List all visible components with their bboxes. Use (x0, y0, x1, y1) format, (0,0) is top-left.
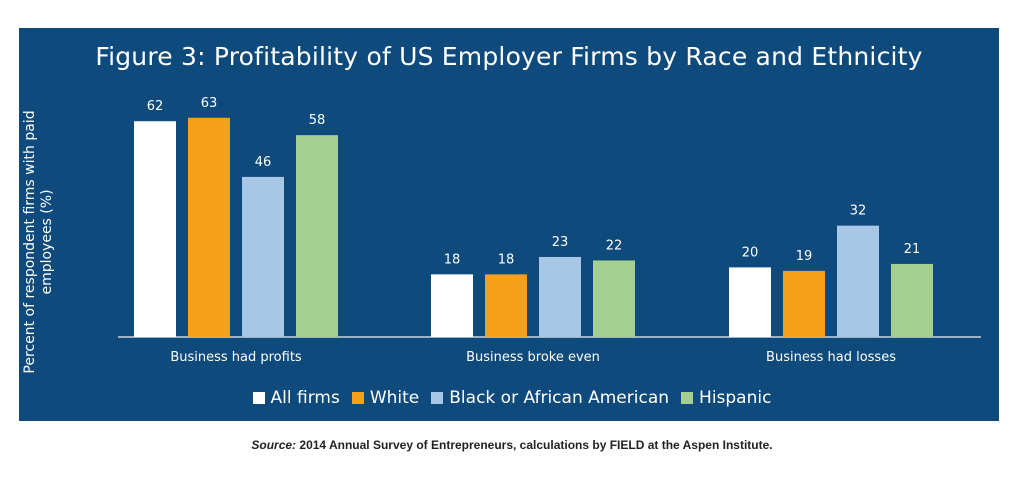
data-label-1-3: 22 (606, 238, 623, 253)
data-label-2-3: 21 (904, 242, 921, 257)
legend-item-3: Hispanic (681, 388, 771, 408)
bar-1-2 (539, 256, 581, 337)
data-label-0-3: 58 (309, 113, 326, 128)
chart-title: Figure 3: Profitability of US Employer F… (95, 42, 923, 71)
legend-swatch-0 (252, 392, 265, 404)
source-note: Source: 2014 Annual Survey of Entreprene… (0, 438, 1024, 452)
data-label-0-0: 62 (147, 99, 164, 114)
legend-item-2: Black or African American (431, 388, 669, 408)
category-label-1: Business broke even (466, 350, 600, 365)
data-label-0-2: 46 (255, 155, 272, 170)
data-label-2-1: 19 (796, 249, 813, 264)
legend-label-2: Black or African American (449, 388, 670, 408)
bar-1-0 (431, 274, 473, 337)
bar-2-0 (729, 267, 771, 337)
data-label-1-1: 18 (498, 252, 515, 267)
bar-0-1 (188, 117, 230, 337)
category-label-2: Business had losses (766, 350, 896, 365)
data-label-1-0: 18 (444, 252, 461, 267)
data-label-2-2: 32 (850, 204, 867, 219)
bar-2-3 (891, 263, 933, 337)
bar-1-3 (593, 260, 635, 337)
legend-label-1: White (369, 388, 420, 408)
data-label-0-1: 63 (201, 96, 218, 111)
legend-label-0: All firms (270, 388, 340, 408)
bar-0-0 (134, 121, 176, 338)
legend-label-3: Hispanic (699, 388, 772, 408)
data-label-2-0: 20 (742, 245, 759, 260)
bar-0-2 (242, 176, 284, 337)
category-label-0: Business had profits (170, 350, 302, 365)
bar-2-1 (783, 270, 825, 337)
legend-swatch-3 (681, 392, 694, 404)
bar-1-1 (485, 274, 527, 337)
y-axis-label: Percent of respondent firms with paid em… (22, 110, 55, 374)
source-label: Source: (251, 438, 297, 452)
legend-swatch-1 (351, 392, 364, 404)
chart-panel: Figure 3: Profitability of US Employer F… (19, 28, 999, 421)
legend: All firms White Black or African American H… (0, 386, 1024, 410)
source-text: 2014 Annual Survey of Entrepreneurs, cal… (299, 438, 773, 452)
data-label-1-2: 23 (552, 235, 569, 250)
legend-item-0: All firms (252, 388, 340, 408)
legend-item-1: White (351, 388, 420, 408)
bar-0-3 (296, 135, 338, 337)
legend-swatch-2 (431, 392, 444, 404)
bar-2-2 (837, 225, 879, 337)
